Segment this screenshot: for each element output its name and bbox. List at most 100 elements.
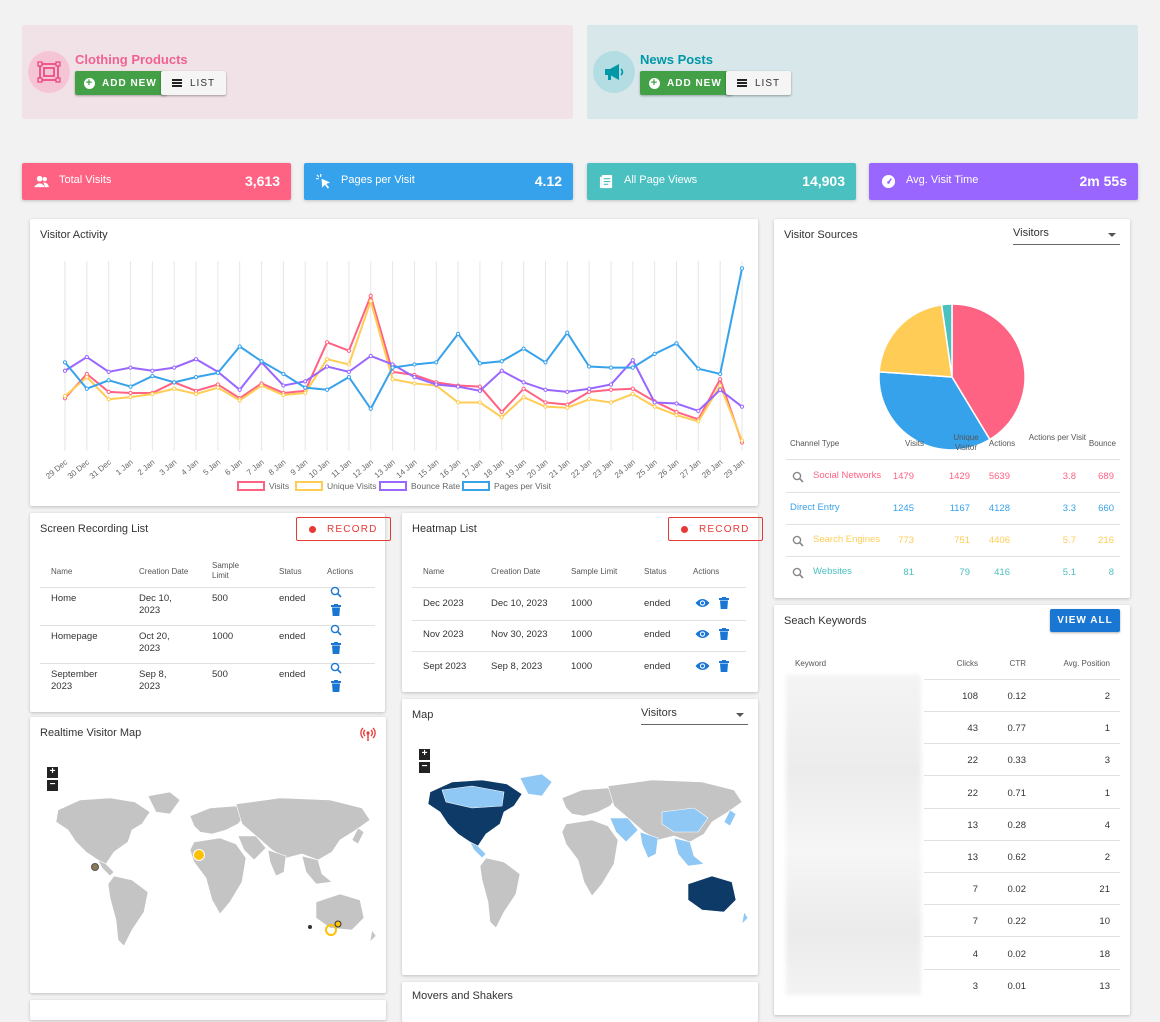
channel-name[interactable]: Search Engines (813, 534, 881, 545)
search-icon[interactable] (792, 471, 804, 486)
record-button[interactable]: RECORD (296, 517, 391, 541)
visitor-marker[interactable] (193, 849, 205, 861)
channel-name[interactable]: Social Networks (813, 470, 882, 481)
pie-slice-search-engines (878, 303, 953, 378)
column-header: Actions (327, 567, 354, 576)
trash-icon[interactable] (719, 660, 729, 675)
data-point (521, 395, 526, 400)
data-point (303, 390, 308, 396)
data-point (193, 357, 199, 362)
data-point (324, 387, 330, 392)
divider (412, 587, 746, 588)
data-point (237, 387, 242, 392)
data-point (477, 388, 483, 393)
view-all-button[interactable]: VIEW ALL (1050, 609, 1120, 632)
data-point (346, 375, 352, 380)
data-point (630, 391, 635, 397)
data-point (346, 348, 352, 353)
trash-icon[interactable] (719, 628, 729, 643)
eye-icon[interactable] (695, 661, 710, 674)
column-header: Avg. Position (1063, 659, 1110, 668)
data-point (106, 369, 111, 374)
trash-icon[interactable] (331, 604, 341, 619)
visitor-sources-select[interactable]: Visitors (1013, 227, 1120, 245)
data-point (368, 299, 373, 304)
visitor-marker[interactable] (308, 925, 312, 929)
search-icon[interactable] (792, 535, 804, 550)
clicks-value: 13 (967, 852, 978, 863)
channel-name[interactable]: Direct Entry (790, 502, 840, 513)
row-status: ended (279, 669, 306, 680)
choropleth-world-map (427, 773, 749, 929)
x-tick-label: 3 Jan (158, 458, 179, 477)
column-header: Channel Type (790, 439, 840, 448)
position-value: 3 (1104, 755, 1110, 767)
position-value: 13 (1099, 980, 1110, 992)
trash-icon[interactable] (331, 642, 341, 657)
region-africa (561, 819, 619, 897)
x-tick-label: 1 Jan (114, 458, 135, 477)
row-limit: 500 (212, 593, 228, 604)
zoom-out-button[interactable]: − (419, 762, 430, 773)
data-point (346, 369, 352, 374)
position-value: 1 (1104, 787, 1110, 799)
map-landmass (55, 791, 377, 947)
add-new-news-button[interactable]: + ADD NEW (640, 71, 732, 95)
megaphone-icon (593, 51, 635, 93)
eye-icon[interactable] (695, 598, 710, 611)
zoom-in-button[interactable]: + (419, 749, 430, 760)
data-point (630, 358, 635, 363)
search-icon[interactable] (792, 567, 804, 582)
data-point (412, 381, 417, 386)
region-japan (723, 809, 737, 827)
add-new-clothing-button[interactable]: + ADD NEW (75, 71, 167, 95)
data-point (718, 383, 723, 388)
broadcast-icon[interactable] (360, 726, 376, 742)
map-landmass (427, 773, 749, 929)
region-south-asia (267, 849, 287, 877)
visits-value: 1479 (892, 471, 914, 482)
channel-name[interactable]: Websites (813, 566, 852, 577)
product-icon (28, 51, 70, 93)
search-icon[interactable] (330, 624, 342, 639)
cursor-click-icon (316, 174, 331, 189)
x-tick-label: 26 Jan (657, 458, 681, 480)
eye-icon[interactable] (695, 629, 710, 642)
trash-icon[interactable] (331, 680, 341, 695)
data-point (128, 390, 133, 396)
divider (924, 904, 1120, 906)
x-tick-label: 20 Jan (526, 458, 550, 480)
data-point (565, 405, 570, 410)
search-icon[interactable] (330, 662, 342, 677)
visitor-marker[interactable] (91, 863, 99, 871)
list-label: LIST (755, 77, 781, 89)
zoom-out-button[interactable]: − (47, 780, 58, 791)
list-news-button[interactable]: LIST (726, 71, 792, 95)
visitor-marker[interactable] (325, 924, 337, 936)
visitor-marker[interactable] (334, 920, 342, 928)
position-value: 2 (1104, 852, 1110, 863)
stat-value: 2m 55s (1079, 173, 1127, 189)
data-point (237, 344, 242, 349)
stat-avg-visit-time: Avg. Visit Time 2m 55s (869, 163, 1138, 200)
data-point (128, 384, 133, 389)
zoom-in-button[interactable]: + (47, 767, 58, 778)
data-point (303, 385, 308, 390)
data-point (477, 361, 483, 366)
record-button[interactable]: RECORD (668, 517, 763, 541)
row-limit: 1000 (571, 598, 593, 609)
list-clothing-button[interactable]: LIST (161, 71, 227, 95)
search-icon[interactable] (330, 586, 342, 601)
data-point (543, 400, 548, 405)
trash-icon[interactable] (719, 597, 729, 612)
data-point (696, 366, 701, 371)
record-dot-icon (309, 525, 316, 533)
map-select[interactable]: Visitors (641, 707, 748, 725)
divider (924, 679, 1120, 680)
x-tick-label: 30 Dec (66, 458, 91, 481)
x-tick-label: 23 Jan (591, 458, 615, 480)
caret-down-icon (736, 713, 744, 717)
column-header: Name (51, 567, 73, 576)
x-tick-label: 12 Jan (351, 458, 375, 480)
unique-value: 79 (959, 567, 970, 578)
